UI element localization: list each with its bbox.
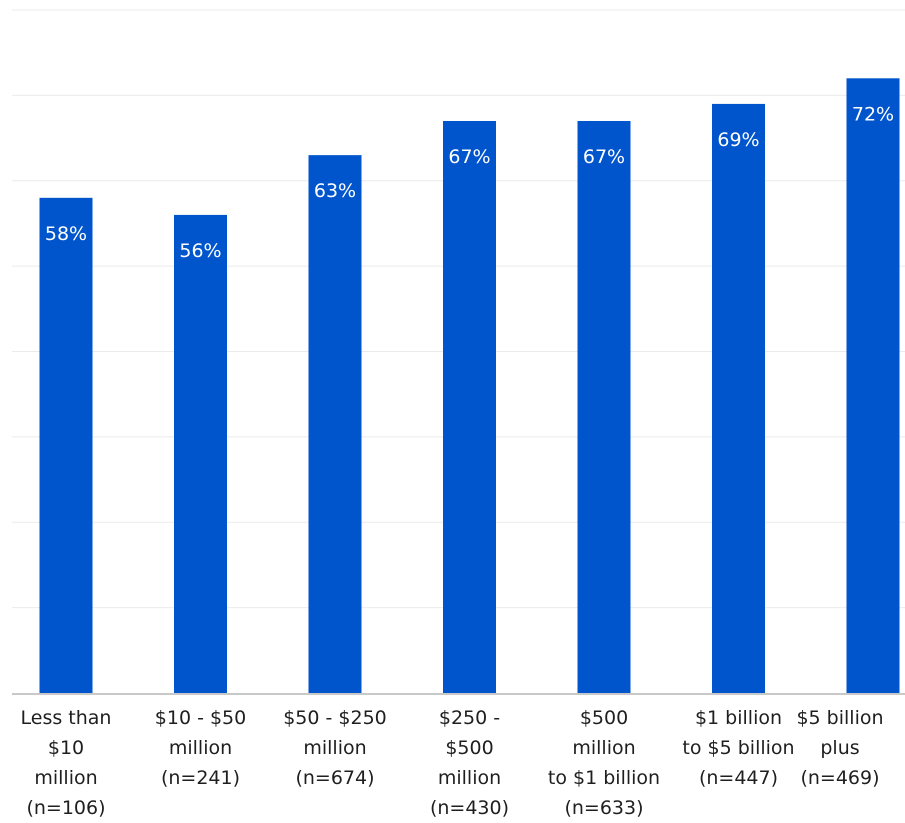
bar bbox=[443, 120, 496, 694]
value-label: 67% bbox=[583, 146, 625, 168]
bar bbox=[577, 120, 631, 694]
category-label: $5 billion plus (n=469) bbox=[796, 707, 884, 789]
value-label: 72% bbox=[852, 103, 894, 125]
value-label: 63% bbox=[314, 180, 356, 202]
value-label: 58% bbox=[45, 223, 87, 245]
bar bbox=[846, 78, 900, 694]
value-labels: 58% 56% 63% 67% 67% 69% 72% bbox=[45, 103, 894, 262]
bar bbox=[712, 103, 765, 694]
value-label: 69% bbox=[717, 129, 759, 151]
category-label: $250 - $500 million (n=430) bbox=[429, 707, 510, 819]
bar bbox=[308, 155, 362, 693]
category-label: $1 billion to $5 billion (n=447) bbox=[682, 707, 795, 789]
category-label: Less than $10 million (n=106) bbox=[20, 707, 112, 819]
value-label: 56% bbox=[179, 240, 221, 262]
bars bbox=[39, 78, 900, 694]
category-label: $10 - $50 million (n=241) bbox=[154, 707, 247, 789]
bar bbox=[174, 214, 227, 693]
category-label: $50 - $250 million (n=674) bbox=[283, 707, 387, 789]
category-label: $500 million to $1 billion (n=633) bbox=[547, 707, 661, 819]
bar bbox=[39, 197, 93, 693]
value-label: 67% bbox=[448, 146, 490, 168]
